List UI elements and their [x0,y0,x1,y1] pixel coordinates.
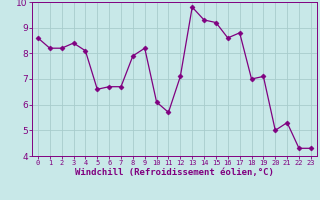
X-axis label: Windchill (Refroidissement éolien,°C): Windchill (Refroidissement éolien,°C) [75,168,274,177]
